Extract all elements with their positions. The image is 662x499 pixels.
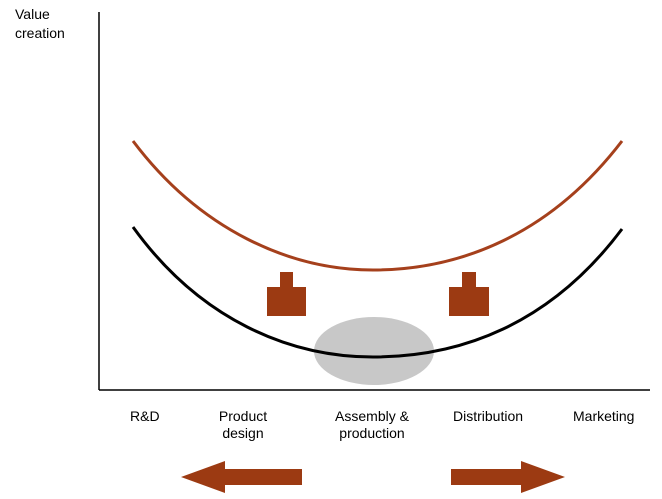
stage-label-assembly-production-line2: production [339,425,405,441]
stage-label-distribution: Distribution [453,408,524,424]
stage-label-rnd: R&D [130,408,160,424]
stage-label-marketing: Marketing [573,408,635,424]
y-axis-label-line2: creation [15,25,65,41]
stage-label-assembly-production-line1: Assembly & [335,408,409,424]
y-axis-label-line1: Value [15,6,50,22]
assembly-highlight-ellipse [314,317,434,385]
up-arrow-icon [267,272,306,316]
lower-value-curve [131,226,624,359]
stage-label-product-design-line1: Product [218,408,268,424]
stage-label-assembly-production: Assembly & production [312,408,432,442]
stage-label-product-design: Product design [198,408,288,442]
up-arrow-icon [449,272,489,316]
right-arrow-icon [451,461,565,493]
upper-value-curve [131,140,624,272]
left-arrow-icon [181,461,302,493]
stage-label-product-design-line2: design [222,425,264,441]
